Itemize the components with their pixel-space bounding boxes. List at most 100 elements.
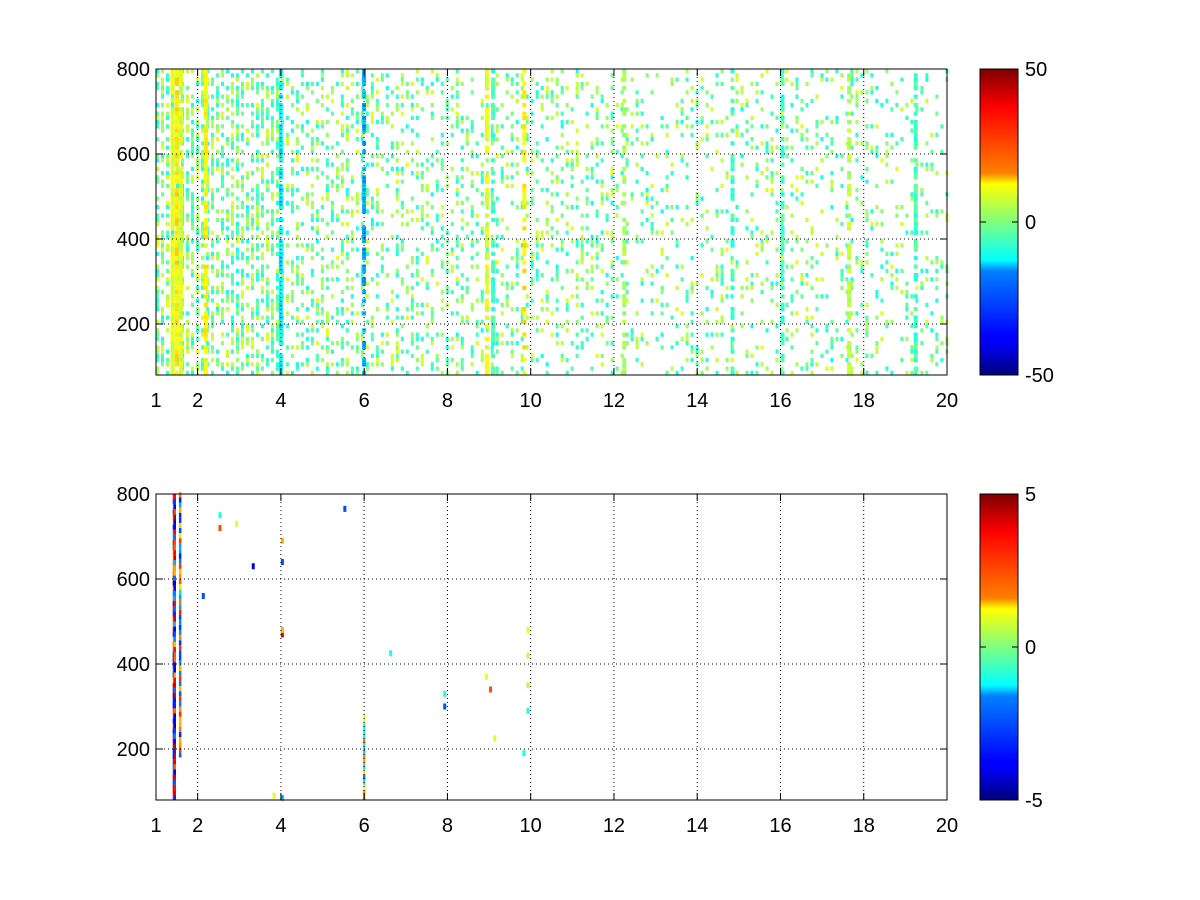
stripe-cell [484,81,489,86]
heatmap-cell [615,294,619,299]
heatmap-cell [270,179,274,184]
heatmap-cell [505,115,509,120]
heatmap-cell [705,154,709,159]
heatmap-cell [250,111,254,116]
stripe-cell [174,81,179,86]
heatmap-cell [625,137,629,142]
heatmap-cell [685,298,689,303]
heatmap-cell [285,298,289,303]
heatmap-cell [510,332,514,337]
heatmap-cell [875,370,879,375]
heatmap-cell [215,362,219,367]
stripe-cell [278,332,283,337]
stripe-cell [174,141,179,146]
heatmap-cell [670,77,674,82]
heatmap-cell [225,158,229,163]
heatmap-cell [370,319,374,324]
heatmap-cell [935,94,939,99]
heatmap-cell [250,256,254,261]
heatmap-cell [260,213,264,218]
heatmap-cell [420,277,424,282]
heatmap-cell [220,319,224,324]
heatmap-cell [365,294,369,299]
heatmap-cell [295,319,299,324]
heatmap-cell [255,349,259,354]
heatmap-cell [545,77,549,82]
stripe-cell [780,94,785,99]
heatmap-cell [385,341,389,346]
heatmap-cell [470,124,474,129]
heatmap-cell [215,234,219,239]
heatmap-cell [360,132,364,137]
heatmap-cell [900,358,904,363]
heatmap-cell [400,81,404,86]
heatmap-cell [700,370,704,375]
stripe-cell [170,298,175,303]
heatmap-cell [165,247,169,252]
heatmap-cell [850,332,854,337]
heatmap-cell [325,188,329,193]
stripe-cell [913,141,918,146]
heatmap-cell [760,171,764,176]
heatmap-cell [240,294,244,299]
heatmap-cell [865,328,869,333]
stripe-cell [178,558,182,564]
heatmap-cell [255,353,259,358]
heatmap-cell [460,315,464,320]
heatmap-cell [225,162,229,167]
heatmap-cell [570,158,574,163]
stripe-cell [913,171,918,176]
heatmap-cell [225,353,229,358]
heatmap-cell [440,226,444,231]
heatmap-cell [475,370,479,375]
heatmap-cell [295,141,299,146]
heatmap-cell [260,324,264,329]
heatmap-cell [530,277,534,282]
heatmap-cell [695,349,699,354]
stripe-cell [174,264,179,269]
heatmap-cell [595,234,599,239]
heatmap-cell [240,137,244,142]
heatmap-cell [185,256,189,261]
heatmap-cell [190,120,194,125]
heatmap-cell [895,251,899,256]
heatmap-cell [455,362,459,367]
heatmap-cell [570,239,574,244]
heatmap-cell [815,294,819,299]
heatmap-cell [225,98,229,103]
stripe-cell [178,290,183,295]
heatmap-cell [745,128,749,133]
stripe-cell [522,217,527,222]
heatmap-cell [720,158,724,163]
stripe-cell [170,90,175,95]
heatmap-cell [250,213,254,218]
heatmap-cell [230,98,234,103]
stripe-cell [203,264,208,269]
heatmap-cell [245,260,249,265]
heatmap-cell [225,273,229,278]
heatmap-cell [375,107,379,112]
heatmap-cell [185,285,189,290]
stripe-cell [730,349,735,354]
heatmap-cell [350,319,354,324]
heatmap-cell [300,281,304,286]
heatmap-cell [830,120,834,125]
heatmap-cell [470,154,474,159]
stripe-cell [170,128,175,133]
stripe-cell [170,362,175,367]
stripe-cell [522,311,527,316]
heatmap-cell [680,366,684,371]
stripe-cell [203,234,208,239]
heatmap-cell [785,239,789,244]
heatmap-cell [295,205,299,210]
heatmap-cell [425,90,429,95]
heatmap-cell [315,239,319,244]
heatmap-cell [440,166,444,171]
stripe-cell [362,149,367,154]
heatmap-cell [460,209,464,214]
heatmap-cell [765,277,769,282]
heatmap-cell [470,230,474,235]
heatmap-cell [255,234,259,239]
stripe-cell [173,667,176,673]
heatmap-cell [680,277,684,282]
